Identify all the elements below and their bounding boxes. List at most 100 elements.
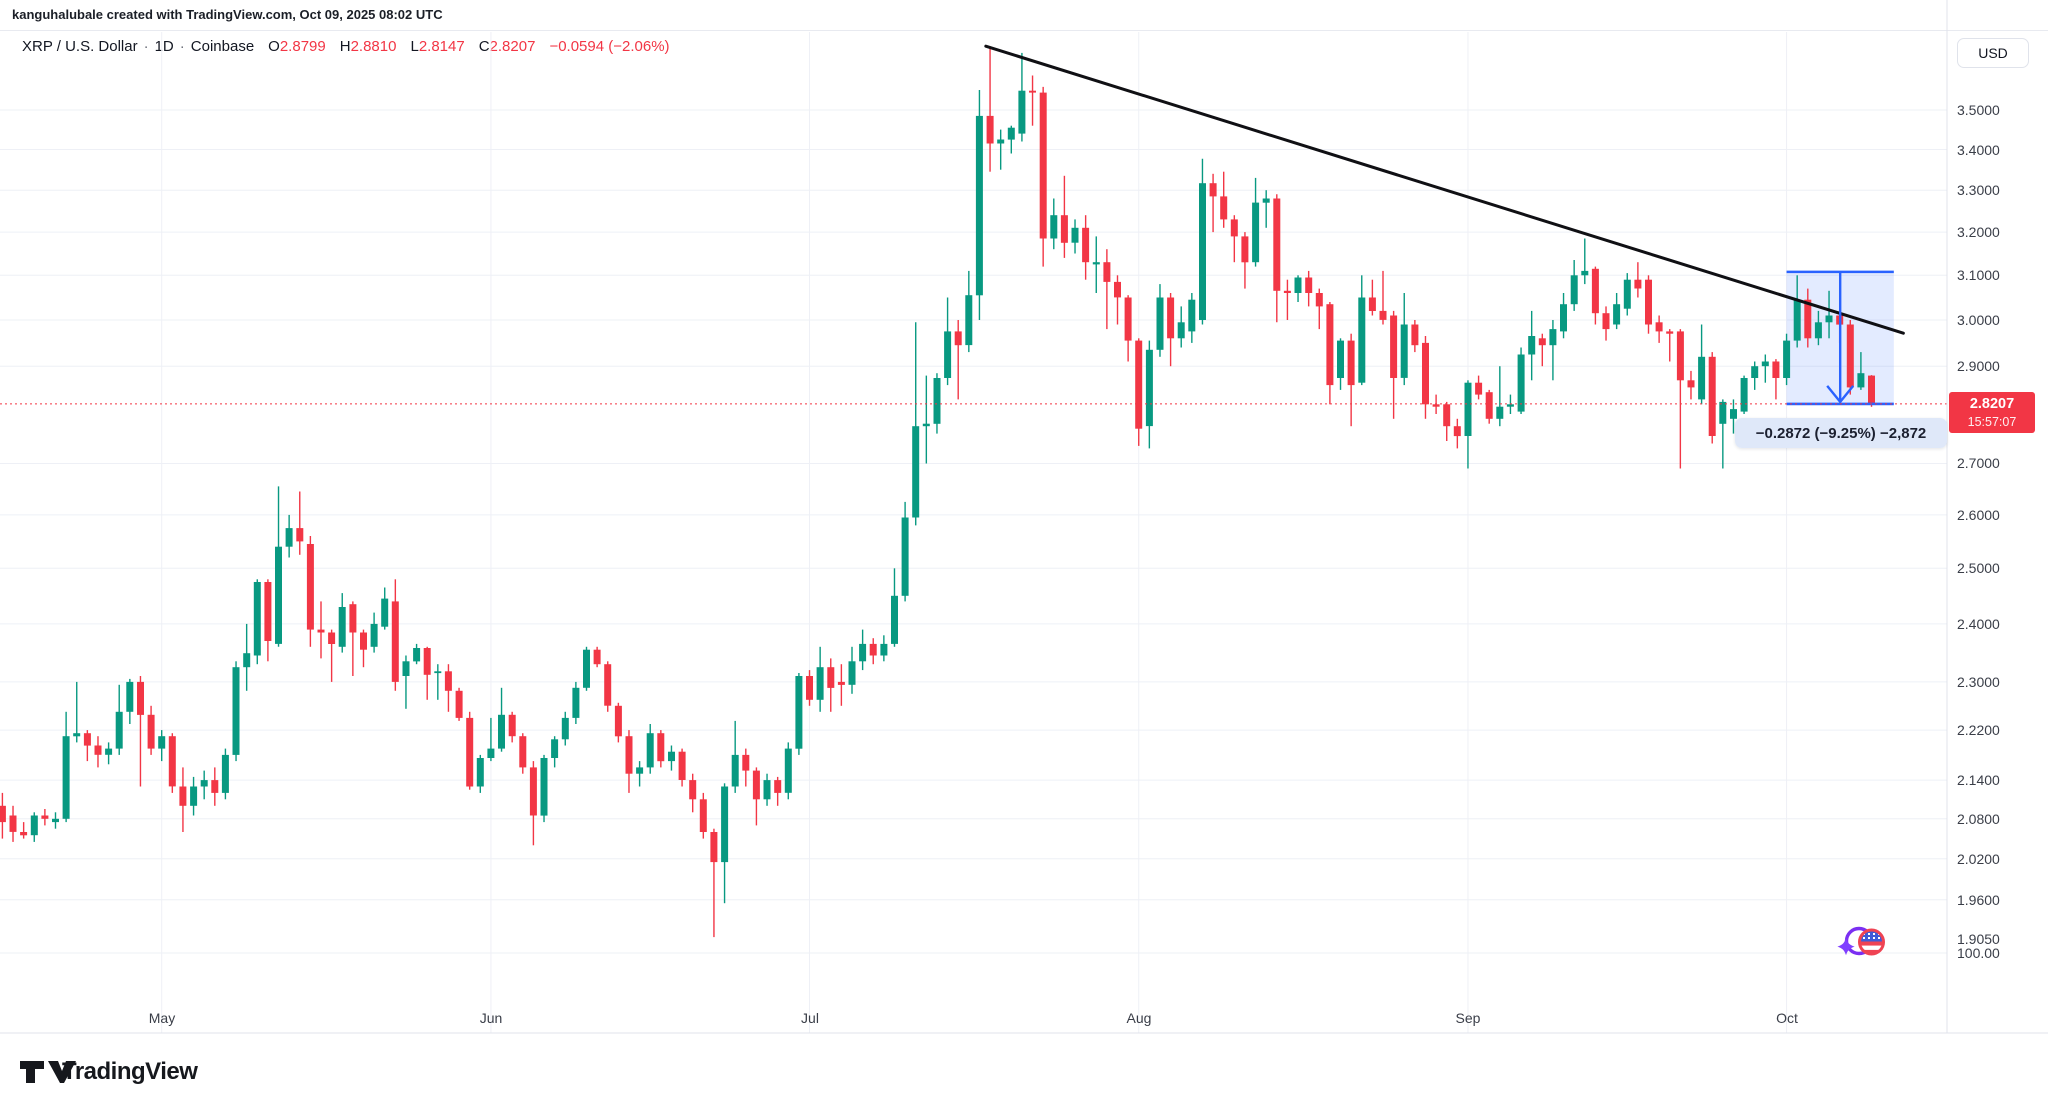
candle-body[interactable] xyxy=(593,649,601,665)
candle-body[interactable] xyxy=(1432,404,1440,407)
legend-exchange[interactable]: Coinbase xyxy=(190,38,255,55)
candle-body[interactable] xyxy=(1124,297,1132,341)
candle-body[interactable] xyxy=(1517,354,1525,412)
candle-body[interactable] xyxy=(147,714,155,749)
candle-body[interactable] xyxy=(880,643,888,656)
candle-body[interactable] xyxy=(1039,92,1047,239)
candle-body[interactable] xyxy=(784,748,792,793)
candle-body[interactable] xyxy=(275,546,282,644)
candle-body[interactable] xyxy=(1772,361,1780,379)
candle-body[interactable] xyxy=(296,528,304,542)
candle-body[interactable] xyxy=(1411,324,1419,346)
candle-body[interactable] xyxy=(986,115,994,144)
candle-body[interactable] xyxy=(519,736,527,768)
candle-body[interactable] xyxy=(83,733,91,746)
candle-body[interactable] xyxy=(1783,340,1791,378)
candle-body[interactable] xyxy=(1793,299,1801,341)
candle-body[interactable] xyxy=(73,733,81,737)
candle-body[interactable] xyxy=(115,711,123,749)
candle-body[interactable] xyxy=(232,667,240,755)
candle-body[interactable] xyxy=(349,604,357,633)
candle-body[interactable] xyxy=(699,799,707,832)
candle-body[interactable] xyxy=(1209,183,1217,197)
candle-body[interactable] xyxy=(1252,202,1260,263)
candle-body[interactable] xyxy=(1305,277,1313,294)
candle-body[interactable] xyxy=(1581,270,1589,276)
candle-body[interactable] xyxy=(1814,322,1822,339)
candle-body[interactable] xyxy=(1294,277,1302,294)
tradingview-logo-text[interactable]: TradingView xyxy=(62,1058,198,1085)
candle-body[interactable] xyxy=(444,671,452,691)
candle-body[interactable] xyxy=(1485,392,1493,419)
candle-body[interactable] xyxy=(1082,227,1090,263)
candle-body[interactable] xyxy=(1655,322,1663,332)
candle-body[interactable] xyxy=(529,767,537,816)
candle-body[interactable] xyxy=(540,758,548,816)
candle-body[interactable] xyxy=(731,754,739,787)
candle-body[interactable] xyxy=(1761,361,1769,367)
candle-body[interactable] xyxy=(105,748,113,755)
candle-body[interactable] xyxy=(922,423,930,427)
candle-body[interactable] xyxy=(9,815,17,832)
candle-body[interactable] xyxy=(1315,293,1323,307)
candle-body[interactable] xyxy=(1177,322,1185,339)
candle-body[interactable] xyxy=(848,661,856,685)
candle-body[interactable] xyxy=(221,754,229,793)
candle-body[interactable] xyxy=(1645,279,1652,325)
candle-body[interactable] xyxy=(774,780,782,793)
candle-body[interactable] xyxy=(1337,340,1344,378)
candle-body[interactable] xyxy=(1613,304,1621,325)
candle-body[interactable] xyxy=(1602,313,1610,330)
candle-body[interactable] xyxy=(1400,324,1408,378)
candle-body[interactable] xyxy=(869,643,877,656)
symbol-legend[interactable]: XRP / U.S. Dollar · 1D · Coinbase O2.8799 H2.8… xyxy=(22,38,670,55)
candle-body[interactable] xyxy=(1560,304,1567,332)
candle-body[interactable] xyxy=(52,818,59,823)
candle-body[interactable] xyxy=(901,517,909,596)
legend-interval[interactable]: 1D xyxy=(154,38,174,55)
candle-body[interactable] xyxy=(328,632,336,645)
candle-body[interactable] xyxy=(997,139,1005,144)
candle-body[interactable] xyxy=(1156,297,1164,350)
candle-body[interactable] xyxy=(1475,382,1483,395)
candle-body[interactable] xyxy=(62,736,70,819)
candle-body[interactable] xyxy=(126,681,134,712)
candle-body[interactable] xyxy=(1060,215,1068,243)
candle-body[interactable] xyxy=(253,582,261,656)
candle-body[interactable] xyxy=(1804,299,1812,339)
candle-body[interactable] xyxy=(211,780,219,793)
candle-body[interactable] xyxy=(402,661,410,676)
candle-body[interactable] xyxy=(168,736,176,787)
candle-body[interactable] xyxy=(370,623,378,647)
candle-body[interactable] xyxy=(827,667,835,688)
candle-body[interactable] xyxy=(551,739,559,758)
candle-body[interactable] xyxy=(1549,329,1557,346)
candle-body[interactable] xyxy=(1283,290,1291,293)
candle-body[interactable] xyxy=(583,649,590,688)
candle-body[interactable] xyxy=(1145,349,1153,427)
candle-body[interactable] xyxy=(1347,340,1355,386)
candle-body[interactable] xyxy=(1199,183,1206,320)
candle-body[interactable] xyxy=(689,780,697,800)
candle-body[interactable] xyxy=(965,295,973,346)
candle-body[interactable] xyxy=(0,805,6,823)
candle-body[interactable] xyxy=(1506,404,1514,407)
currency-toggle-button[interactable]: USD xyxy=(1957,38,2029,68)
candle-body[interactable] xyxy=(1719,401,1727,424)
candle-body[interactable] xyxy=(1496,406,1504,419)
candle-body[interactable] xyxy=(30,815,38,836)
candle-body[interactable] xyxy=(179,786,187,806)
candle-body[interactable] xyxy=(137,681,144,715)
candle-body[interactable] xyxy=(742,754,750,771)
candle-body[interactable] xyxy=(413,648,421,662)
candle-body[interactable] xyxy=(1868,375,1875,404)
candle-body[interactable] xyxy=(763,780,771,800)
candle-body[interactable] xyxy=(487,748,495,758)
candle-body[interactable] xyxy=(710,832,718,863)
candle-body[interactable] xyxy=(338,607,346,647)
candle-body[interactable] xyxy=(668,751,675,762)
candle-body[interactable] xyxy=(1029,90,1036,93)
candle-body[interactable] xyxy=(891,595,898,644)
candle-body[interactable] xyxy=(752,770,760,800)
candle-body[interactable] xyxy=(1825,315,1833,323)
